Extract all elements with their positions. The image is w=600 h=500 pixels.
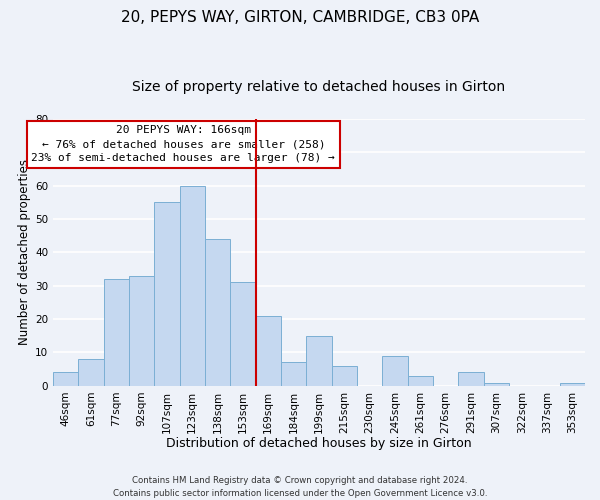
Bar [332,366,357,386]
Y-axis label: Number of detached properties: Number of detached properties [18,160,31,346]
Bar [53,372,78,386]
Bar [154,202,179,386]
Bar [129,276,154,386]
Bar [560,382,585,386]
Bar [382,356,407,386]
X-axis label: Distribution of detached houses by size in Girton: Distribution of detached houses by size … [166,437,472,450]
Text: 20 PEPYS WAY: 166sqm
← 76% of detached houses are smaller (258)
23% of semi-deta: 20 PEPYS WAY: 166sqm ← 76% of detached h… [31,126,335,164]
Bar [484,382,509,386]
Bar [256,316,281,386]
Title: Size of property relative to detached houses in Girton: Size of property relative to detached ho… [133,80,506,94]
Bar [179,186,205,386]
Text: 20, PEPYS WAY, GIRTON, CAMBRIDGE, CB3 0PA: 20, PEPYS WAY, GIRTON, CAMBRIDGE, CB3 0P… [121,10,479,25]
Bar [230,282,256,386]
Bar [205,239,230,386]
Bar [458,372,484,386]
Bar [407,376,433,386]
Bar [281,362,307,386]
Text: Contains HM Land Registry data © Crown copyright and database right 2024.
Contai: Contains HM Land Registry data © Crown c… [113,476,487,498]
Bar [307,336,332,386]
Bar [78,359,104,386]
Bar [104,279,129,386]
